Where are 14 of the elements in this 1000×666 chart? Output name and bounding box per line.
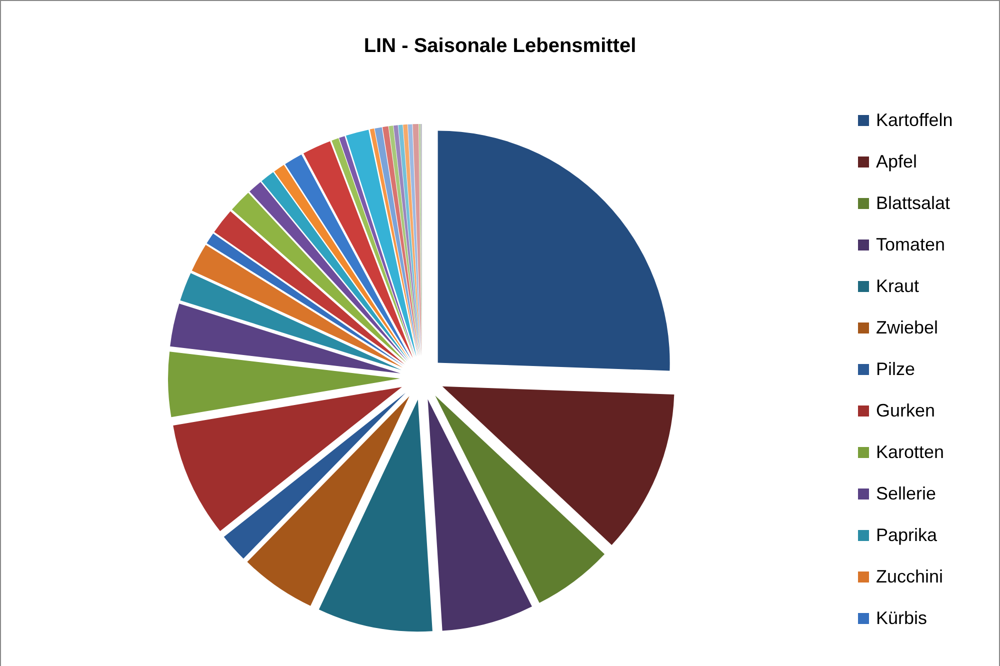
legend-label: Kartoffeln [876, 110, 953, 130]
legend-label: Paprika [876, 525, 938, 545]
legend-label: Apfel [876, 152, 918, 172]
legend-label: Tomaten [876, 234, 946, 254]
legend-label: Kraut [876, 276, 920, 296]
legend-label: Kürbis [876, 608, 928, 628]
legend-label: Zwiebel [876, 318, 938, 338]
chart-title: LIN - Saisonale Lebensmittel [364, 35, 636, 57]
legend-label: Blattsalat [876, 193, 950, 213]
legend-label: Sellerie [876, 484, 936, 504]
legend-label: Zucchini [876, 566, 944, 586]
legend-label: Gurken [876, 400, 936, 420]
legend-label: Karotten [876, 442, 944, 462]
legend-label: Pilze [876, 359, 916, 379]
